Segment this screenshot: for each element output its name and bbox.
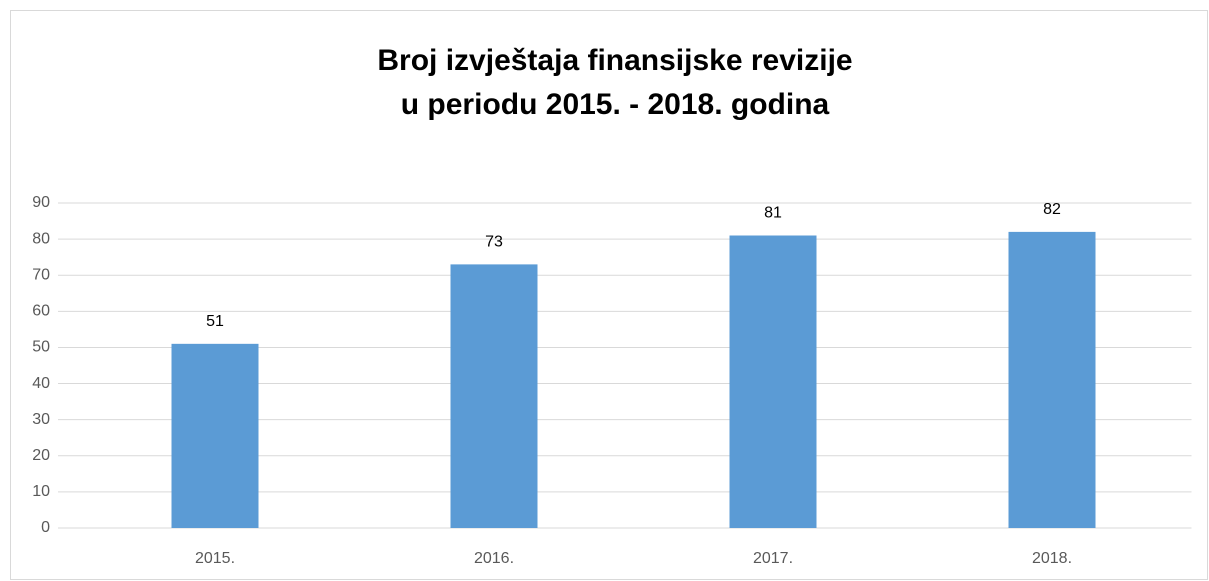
data-label: 82 [1043, 201, 1061, 218]
y-tick-label: 90 [32, 194, 50, 211]
y-tick-label: 60 [32, 303, 50, 320]
y-tick-label: 40 [32, 375, 50, 392]
y-tick-label: 70 [32, 266, 50, 283]
x-tick-label: 2018. [1032, 550, 1072, 567]
data-label: 73 [485, 234, 503, 251]
y-tick-label: 80 [32, 230, 50, 247]
y-tick-label: 10 [32, 483, 50, 500]
chart-title: u periodu 2015. - 2018. godina [401, 88, 830, 121]
x-tick-label: 2015. [195, 550, 235, 567]
bar [729, 235, 817, 528]
data-label: 81 [764, 205, 782, 222]
y-tick-label: 30 [32, 411, 50, 428]
bar [171, 343, 259, 528]
bar [450, 264, 538, 528]
x-tick-label: 2017. [753, 550, 793, 567]
chart-title: Broj izvještaja finansijske revizije [377, 44, 852, 77]
bar [1008, 231, 1096, 528]
x-tick-label: 2016. [474, 550, 514, 567]
data-label: 51 [206, 313, 224, 330]
y-tick-label: 20 [32, 447, 50, 464]
y-tick-label: 50 [32, 339, 50, 356]
y-tick-label: 0 [41, 519, 50, 536]
